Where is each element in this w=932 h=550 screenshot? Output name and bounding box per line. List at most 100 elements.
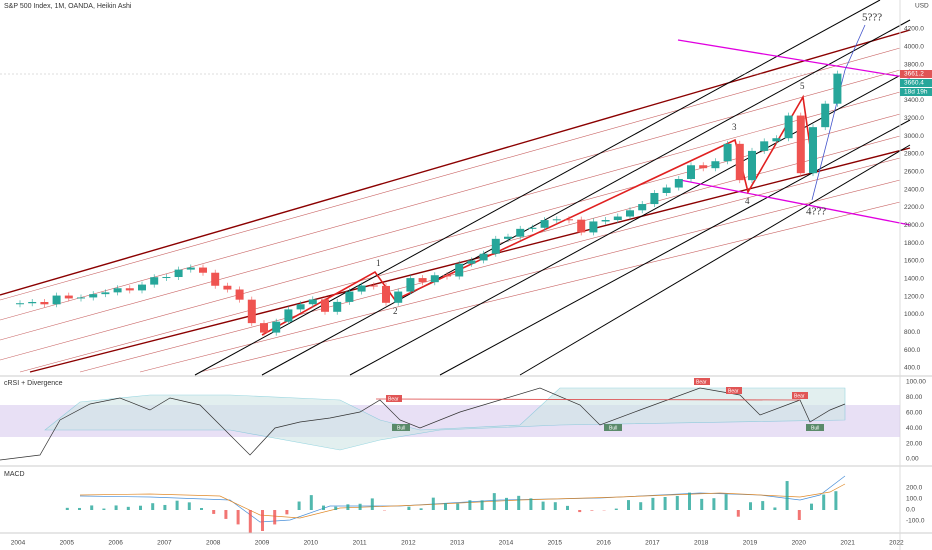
histogram-bar: [639, 502, 643, 510]
candle: [16, 303, 24, 305]
time-label: 2014: [499, 540, 514, 547]
candle: [662, 187, 671, 193]
histogram-bar: [822, 494, 826, 510]
candle: [796, 115, 805, 174]
candle: [577, 219, 586, 233]
wave-label: 3: [732, 122, 737, 132]
price-label: 3200.0: [904, 115, 924, 122]
candle: [138, 284, 146, 291]
histogram-bar: [212, 510, 216, 514]
candle: [760, 141, 769, 151]
candle: [52, 295, 61, 305]
histogram-bar: [78, 507, 81, 510]
histogram-bar: [736, 510, 740, 517]
bull-tag-text: Bull: [609, 425, 617, 431]
rsi-pane: Bear Bear Bear Bear Bull Bull Bull cRSI …: [0, 378, 900, 461]
bull-tag: [806, 424, 824, 431]
bull-tag: [392, 424, 410, 431]
bull-tag: [604, 424, 622, 431]
rsi-label: 60.00: [906, 410, 923, 417]
candle: [455, 263, 464, 277]
candle: [504, 236, 512, 239]
price-label: 4000.0: [904, 44, 924, 51]
candle: [467, 260, 476, 264]
bull-tag-text: Bull: [397, 425, 405, 431]
histogram-bar: [700, 498, 704, 510]
candle: [247, 299, 256, 324]
candle: [626, 210, 634, 217]
time-label: 2018: [694, 540, 709, 547]
histogram-bar: [187, 502, 191, 510]
time-label: 2008: [206, 540, 221, 547]
wave-label: 4: [745, 196, 750, 206]
histogram-bar: [224, 510, 228, 519]
candle: [77, 297, 85, 299]
chart-title: S&P 500 Index, 1M, OANDA, Heikin Ashi: [4, 3, 132, 10]
candle: [296, 304, 305, 310]
wave-label: 2: [393, 306, 398, 316]
candle: [723, 143, 732, 162]
price-label: 2000.0: [904, 222, 924, 229]
bear-tag: [386, 395, 402, 402]
upper-channel: [0, 29, 911, 296]
candle: [516, 228, 525, 237]
macd-histogram: [65, 481, 838, 533]
bear-tag: [792, 392, 808, 399]
macd-label: 200.0: [906, 485, 923, 492]
histogram-bar: [724, 494, 728, 510]
channel-lines: [0, 0, 911, 376]
candle: [443, 275, 451, 277]
histogram-bar: [273, 510, 277, 525]
rsi-line: [0, 387, 846, 461]
price-label: 2400.0: [904, 186, 924, 193]
candle: [674, 178, 683, 188]
histogram-bar: [590, 510, 594, 511]
countdown-tag-text: 18d 19h: [904, 89, 928, 96]
black-fan: [194, 0, 911, 376]
macd-line: [79, 475, 846, 523]
price-tag: [900, 70, 932, 78]
price-tag-text: 3661.2: [904, 71, 924, 78]
histogram-bar: [553, 502, 557, 510]
candle: [345, 291, 354, 302]
time-label: 2020: [792, 540, 807, 547]
price-label: 1800.0: [904, 240, 924, 247]
histogram-bar: [749, 502, 752, 510]
price-label: 1400.0: [904, 276, 924, 283]
price-label: 2600.0: [904, 168, 924, 175]
histogram-bar: [761, 501, 765, 510]
rsi-label: 80.00: [906, 394, 923, 401]
histogram-bar: [651, 497, 655, 510]
candle: [528, 227, 537, 229]
macd-label: 100.0: [906, 496, 923, 503]
histogram-bar: [200, 508, 203, 510]
histogram-bar: [297, 501, 301, 510]
candle: [772, 138, 781, 142]
histogram-bar: [248, 510, 252, 533]
candle: [369, 285, 378, 287]
candle: [589, 221, 598, 233]
histogram-bar: [566, 505, 569, 510]
histogram-bar: [675, 495, 679, 510]
time-label: 2010: [304, 540, 319, 547]
histogram-bar: [785, 481, 789, 510]
candle: [40, 301, 49, 305]
wave-path: [261, 94, 813, 336]
histogram-bar: [688, 492, 691, 510]
candle: [284, 309, 293, 322]
time-label: 2016: [596, 540, 611, 547]
candle: [650, 192, 659, 205]
candle: [699, 165, 708, 169]
time-label: 2006: [108, 540, 123, 547]
histogram-bar: [175, 500, 179, 510]
candle: [223, 285, 232, 290]
rsi-label: 0.00: [906, 456, 919, 463]
histogram-bar: [712, 498, 716, 510]
magenta-channel: [677, 39, 911, 226]
candle: [162, 277, 171, 279]
candle: [260, 323, 268, 333]
bear-tag-text: Bear: [728, 388, 739, 394]
histogram-bar: [541, 501, 545, 510]
countdown-tag: [900, 88, 932, 96]
